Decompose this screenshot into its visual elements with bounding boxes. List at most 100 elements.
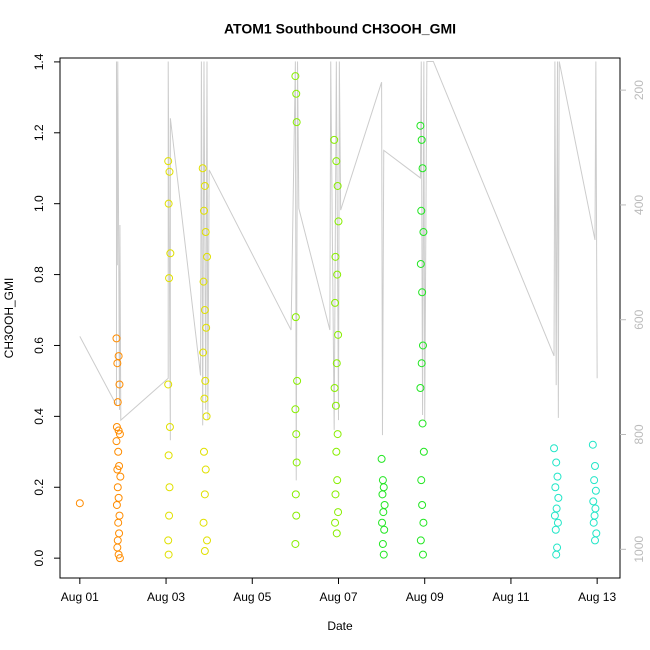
point (114, 493, 123, 502)
point (379, 483, 388, 492)
point (115, 430, 124, 439)
point (417, 135, 426, 144)
point (378, 476, 387, 485)
point (200, 306, 209, 315)
point (553, 472, 562, 481)
point (589, 518, 598, 527)
point (291, 405, 300, 414)
point (201, 376, 210, 385)
y-tick-label: 0.6 (32, 337, 46, 354)
point (114, 426, 123, 435)
pressure-line (79, 60, 598, 481)
point (203, 536, 212, 545)
point (113, 465, 122, 474)
x-axis-label: Date (327, 619, 353, 633)
point (416, 259, 425, 268)
point (331, 490, 340, 499)
point (418, 500, 427, 509)
point (334, 217, 343, 226)
plot-frame (59, 57, 621, 579)
point (330, 384, 339, 393)
point (293, 376, 302, 385)
point (418, 164, 427, 173)
point (115, 529, 124, 538)
point (332, 359, 341, 368)
point (292, 89, 301, 98)
point (550, 511, 559, 520)
y-tick-label: 0.0 (32, 549, 46, 566)
point (113, 398, 122, 407)
point (418, 288, 427, 297)
y-tick-label: 0.8 (32, 266, 46, 283)
point (551, 483, 560, 492)
point (164, 380, 173, 389)
point (379, 508, 388, 517)
point (417, 476, 426, 485)
point (331, 401, 340, 410)
point (588, 440, 597, 449)
point (202, 412, 211, 421)
point (112, 500, 121, 509)
point (165, 511, 174, 520)
point (291, 539, 300, 548)
y2-tick-label: 600 (632, 309, 646, 329)
point (113, 536, 122, 545)
point (552, 550, 561, 559)
x-tick-label: Aug 07 (319, 590, 357, 604)
point (199, 277, 208, 286)
point (378, 539, 387, 548)
point (380, 500, 389, 509)
point (333, 181, 342, 190)
point (165, 422, 174, 431)
y2-tick-label: 800 (632, 424, 646, 444)
point (590, 461, 599, 470)
point (199, 447, 208, 456)
y-axis-label: CH3OOH_GMI (2, 278, 16, 359)
point (417, 206, 426, 215)
x-tick-label: Aug 05 (233, 590, 271, 604)
point (292, 458, 301, 467)
point (416, 121, 425, 130)
point (291, 313, 300, 322)
point (333, 430, 342, 439)
point (332, 157, 341, 166)
point (113, 543, 122, 552)
point (334, 330, 343, 339)
point (416, 536, 425, 545)
point (378, 490, 387, 499)
point (200, 490, 209, 499)
point (165, 274, 174, 283)
point (419, 518, 428, 527)
point (333, 270, 342, 279)
point (334, 508, 343, 517)
point (75, 499, 84, 508)
point (200, 181, 209, 190)
point (164, 199, 173, 208)
x-tick-label: Aug 09 (406, 590, 444, 604)
point (552, 458, 561, 467)
point (114, 518, 123, 527)
point (116, 472, 125, 481)
point (199, 518, 208, 527)
point (112, 334, 121, 343)
point (164, 157, 173, 166)
point (199, 348, 208, 357)
point (419, 447, 428, 456)
point (379, 550, 388, 559)
point (418, 419, 427, 428)
point (554, 493, 563, 502)
point (114, 550, 123, 559)
point (198, 164, 207, 173)
point (291, 490, 300, 499)
point (202, 323, 211, 332)
point (201, 228, 210, 237)
point (332, 447, 341, 456)
point (589, 497, 598, 506)
y2-tick-label: 200 (632, 80, 646, 100)
y2-tick-label: 400 (632, 195, 646, 215)
chart-title: ATOM1 Southbound CH3OOH_GMI (224, 21, 456, 37)
point (551, 525, 560, 534)
point (164, 536, 173, 545)
point (292, 118, 301, 127)
